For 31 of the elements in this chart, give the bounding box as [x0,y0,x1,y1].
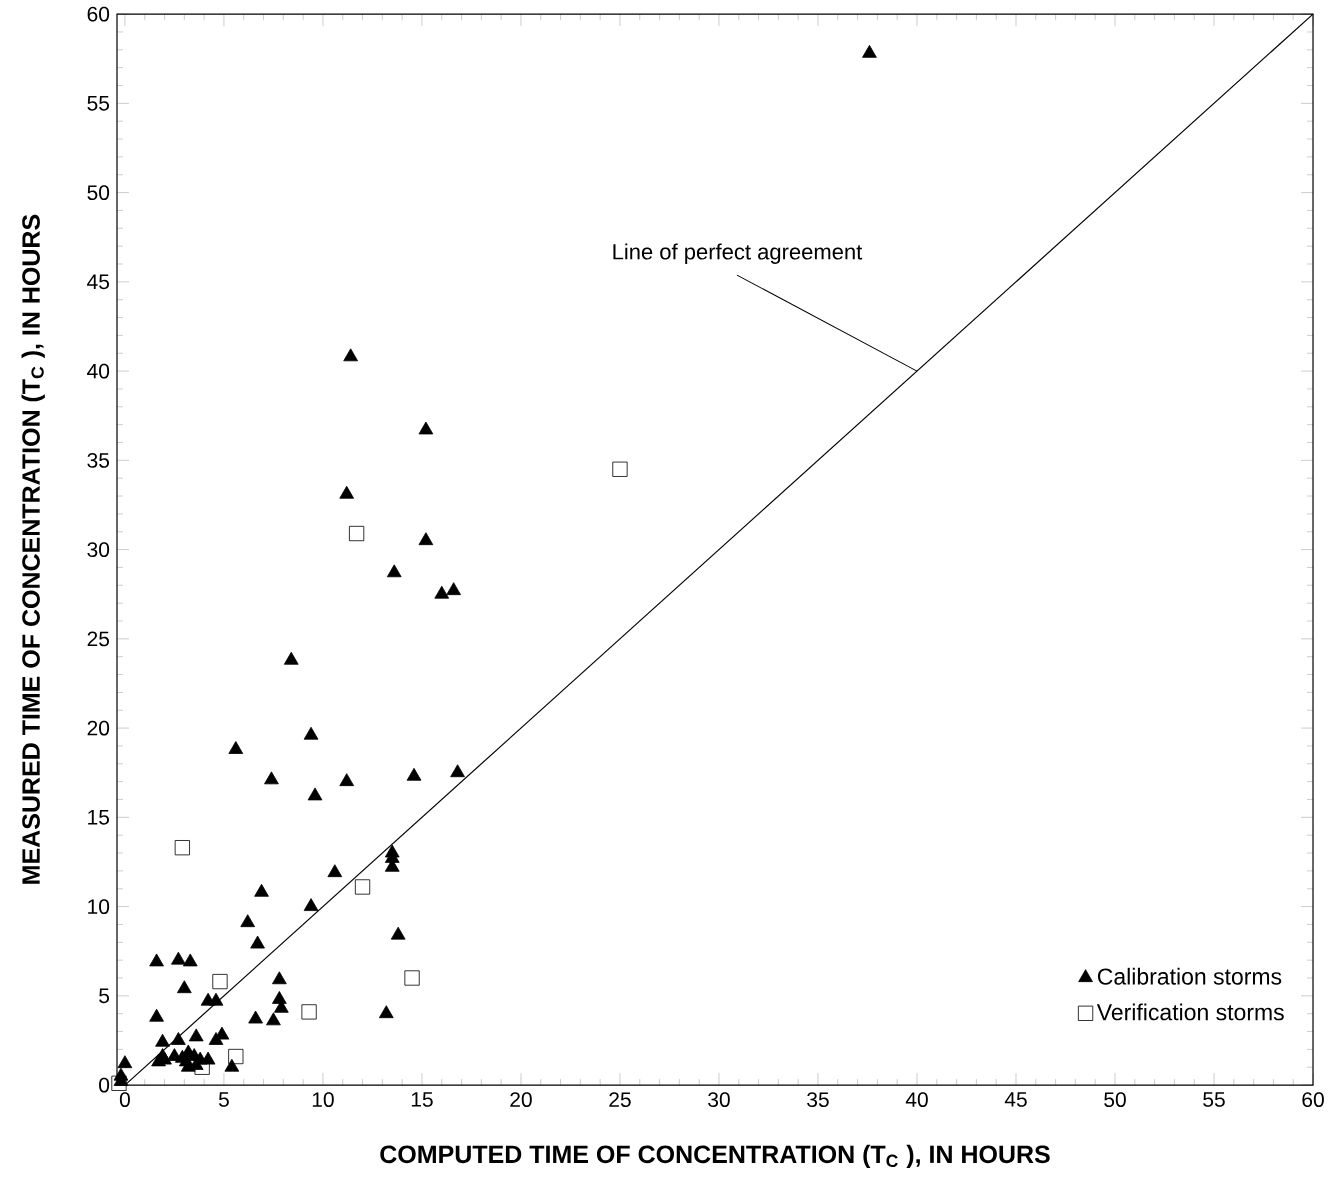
y-tick-label: 10 [88,899,110,914]
x-tick-label: 25 [609,1092,631,1107]
x-tick-label: 30 [708,1092,730,1107]
y-tick-label: 0 [99,1077,110,1093]
x-tick-label: 45 [1004,1092,1027,1107]
y-tick-label: 5 [99,988,110,1004]
legend-label: Calibration storms [1097,967,1282,985]
x-tick-label: 5 [218,1092,229,1107]
x-tick-label: 0 [119,1092,130,1107]
x-tick-label: 60 [1302,1092,1324,1107]
y-tick-label: 45 [87,274,110,290]
y-tick-label: 50 [87,185,110,200]
x-tick-label: 55 [1203,1092,1225,1107]
x-axis-title: COMPUTED TIME OF CONCENTRATION (T$_{C}$ ), IN HOURS [380,1144,1050,1168]
annotation: Line of perfect agreement [613,243,863,264]
legend-label: Verification storms [1096,1003,1284,1021]
y-tick-label: 60 [87,6,110,22]
x-tick-label: 40 [905,1092,928,1107]
y-tick-label: 35 [87,452,110,468]
y-tick-label: 40 [87,363,110,379]
x-tick-label: 50 [1104,1092,1126,1107]
y-tick-label: 25 [87,631,110,647]
x-tick-label: 15 [411,1092,433,1107]
x-tick-label: 35 [807,1092,829,1107]
y-axis-title: MEASURED TIME OF CONCENTRATION (T$_{C}$ ), IN HOURS [21,214,45,884]
y-tick-label: 55 [87,95,110,111]
y-tick-label: 20 [87,720,110,736]
y-tick-label: 15 [88,809,110,825]
x-tick-label: 20 [510,1092,532,1107]
y-tick-label: 30 [87,542,110,557]
x-tick-label: 10 [312,1092,334,1107]
